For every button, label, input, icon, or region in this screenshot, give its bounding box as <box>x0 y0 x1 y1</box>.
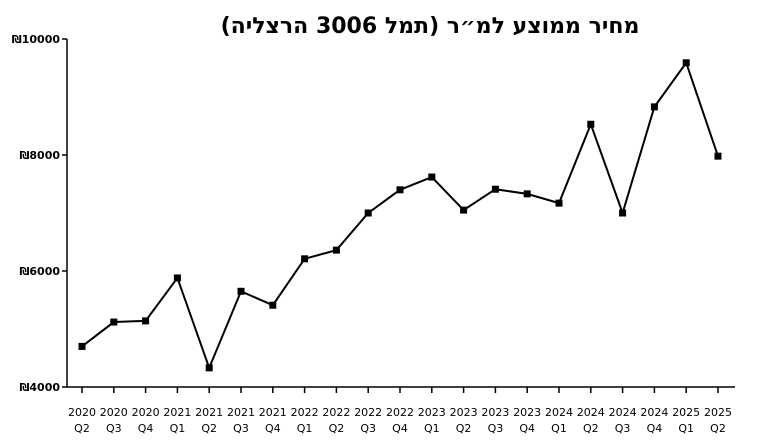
x-tick-label: 2024 Q2 <box>577 406 605 435</box>
marker <box>364 209 372 217</box>
marker <box>491 185 499 193</box>
marker <box>460 206 468 214</box>
chart-title: מחיר ממוצע למ״ר (תמל 3006 הרצליה) <box>221 14 640 39</box>
marker <box>173 274 181 282</box>
marker <box>332 246 340 254</box>
x-tick-label: 2024 Q4 <box>640 406 668 435</box>
marker <box>682 59 690 67</box>
marker <box>110 318 118 326</box>
marker <box>555 199 563 207</box>
x-tick-label: 2022 Q3 <box>354 406 382 435</box>
x-tick-label: 2020 Q3 <box>100 406 128 435</box>
marker <box>142 317 150 325</box>
x-tick-label: 2022 Q1 <box>291 406 319 435</box>
x-tick-label: 2023 Q3 <box>481 406 509 435</box>
x-tick-label: 2025 Q1 <box>672 406 700 435</box>
marker <box>587 120 595 128</box>
x-tick-label: 2021 Q1 <box>163 406 191 435</box>
marker <box>396 186 404 194</box>
x-tick-label: 2023 Q1 <box>418 406 446 435</box>
x-tick-label: 2024 Q3 <box>609 406 637 435</box>
x-tick-label: 2025 Q2 <box>704 406 732 435</box>
x-tick-label: 2021 Q3 <box>227 406 255 435</box>
x-tick-label: 2020 Q2 <box>68 406 96 435</box>
marker <box>269 301 277 309</box>
x-tick-label: 2023 Q4 <box>513 406 541 435</box>
x-tick-label: 2020 Q4 <box>132 406 160 435</box>
y-tick-label: ₪6000 <box>19 265 60 278</box>
y-tick-label: ₪8000 <box>19 149 60 162</box>
marker <box>237 287 245 295</box>
marker <box>78 342 86 350</box>
y-tick-label: ₪4000 <box>19 381 60 394</box>
marker <box>301 255 309 263</box>
marker <box>650 103 658 111</box>
x-tick-label: 2021 Q2 <box>195 406 223 435</box>
marker <box>428 173 436 181</box>
x-tick-label: 2021 Q4 <box>259 406 287 435</box>
x-tick-label: 2022 Q4 <box>386 406 414 435</box>
marker <box>205 364 213 372</box>
y-tick-label: ₪10000 <box>12 33 61 46</box>
marker <box>619 209 627 217</box>
x-tick-label: 2023 Q2 <box>450 406 478 435</box>
marker <box>714 152 722 160</box>
x-tick-label: 2024 Q1 <box>545 406 573 435</box>
x-tick-label: 2022 Q2 <box>322 406 350 435</box>
marker <box>523 190 531 198</box>
